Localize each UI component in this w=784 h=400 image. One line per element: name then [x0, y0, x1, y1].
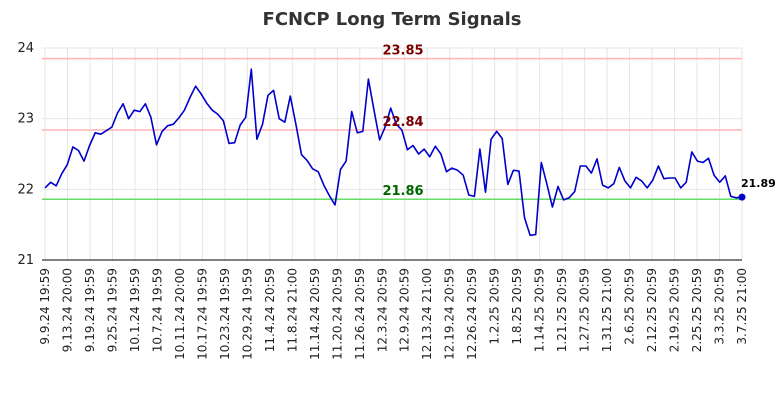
- x-tick-label: 11.8.24 21:00: [285, 268, 299, 352]
- x-tick-label: 11.14.24 20:59: [308, 268, 322, 360]
- x-tick-label: 2.6.25 20:59: [623, 268, 637, 345]
- x-tick-label: 11.26.24 20:59: [353, 268, 367, 360]
- x-tick-label: 12.26.24 20:59: [465, 268, 479, 360]
- x-tick-label: 11.20.24 20:59: [330, 268, 344, 360]
- x-tick-label: 10.1.24 19:59: [128, 268, 142, 352]
- x-tick-label: 1.21.25 20:59: [555, 268, 569, 352]
- last-value-marker: [738, 193, 746, 201]
- x-tick-label: 3.3.25 20:59: [713, 268, 727, 345]
- reference-line-label: 21.86: [382, 184, 423, 199]
- x-tick-label: 3.7.25 21:00: [735, 268, 749, 345]
- x-tick-label: 11.4.24 20:59: [263, 268, 277, 352]
- reference-labels: 23.85 22.84 21.86: [382, 44, 423, 200]
- x-tick-label: 9.25.24 19:59: [105, 268, 119, 352]
- x-tick-label: 1.2.25 20:59: [488, 268, 502, 345]
- y-tick-label: 21: [17, 253, 34, 268]
- y-tick-label: 24: [17, 41, 34, 56]
- x-axis-ticks: 9.9.24 19:59 9.13.24 20:00 9.19.24 19:59 9.…: [38, 268, 749, 360]
- reference-line-label: 22.84: [382, 115, 423, 130]
- x-tick-label: 10.7.24 19:59: [150, 268, 164, 352]
- x-tick-label: 12.3.24 20:59: [375, 268, 389, 352]
- grid: [42, 47, 743, 261]
- reference-line-label: 23.85: [382, 44, 423, 59]
- x-tick-label: 10.29.24 19:59: [240, 268, 254, 360]
- x-tick-label: 9.19.24 19:59: [83, 268, 97, 352]
- x-tick-label: 12.9.24 20:59: [398, 268, 412, 352]
- x-tick-label: 2.12.25 20:59: [645, 268, 659, 352]
- y-tick-label: 22: [17, 182, 34, 197]
- last-value-group: 21.89: [738, 177, 776, 201]
- x-tick-label: 2.25.25 20:59: [690, 268, 704, 352]
- x-tick-label: 1.8.25 20:59: [510, 268, 524, 345]
- x-tick-label: 12.19.24 20:59: [443, 268, 457, 360]
- series-group: [44, 68, 743, 237]
- x-tick-label: 12.13.24 21:00: [420, 268, 434, 360]
- x-tick-label: 10.17.24 19:59: [195, 268, 209, 360]
- y-axis-ticks: 21 22 23 24: [17, 41, 34, 268]
- x-tick-label: 1.31.25 21:00: [600, 268, 614, 352]
- x-tick-label: 10.23.24 19:59: [218, 268, 232, 360]
- x-tick-label: 2.19.25 20:59: [668, 268, 682, 352]
- series-line: [44, 68, 743, 237]
- chart-title: FCNCP Long Term Signals: [263, 9, 522, 30]
- x-tick-label: 1.27.25 20:59: [578, 268, 592, 352]
- y-tick-label: 23: [17, 112, 34, 127]
- last-value-label: 21.89: [741, 177, 776, 190]
- x-tick-label: 1.14.25 20:59: [533, 268, 547, 352]
- x-tick-label: 9.13.24 20:00: [60, 268, 74, 352]
- x-tick-label: 10.11.24 20:00: [173, 268, 187, 360]
- x-tick-label: 9.9.24 19:59: [38, 268, 52, 345]
- reference-lines: [42, 57, 742, 200]
